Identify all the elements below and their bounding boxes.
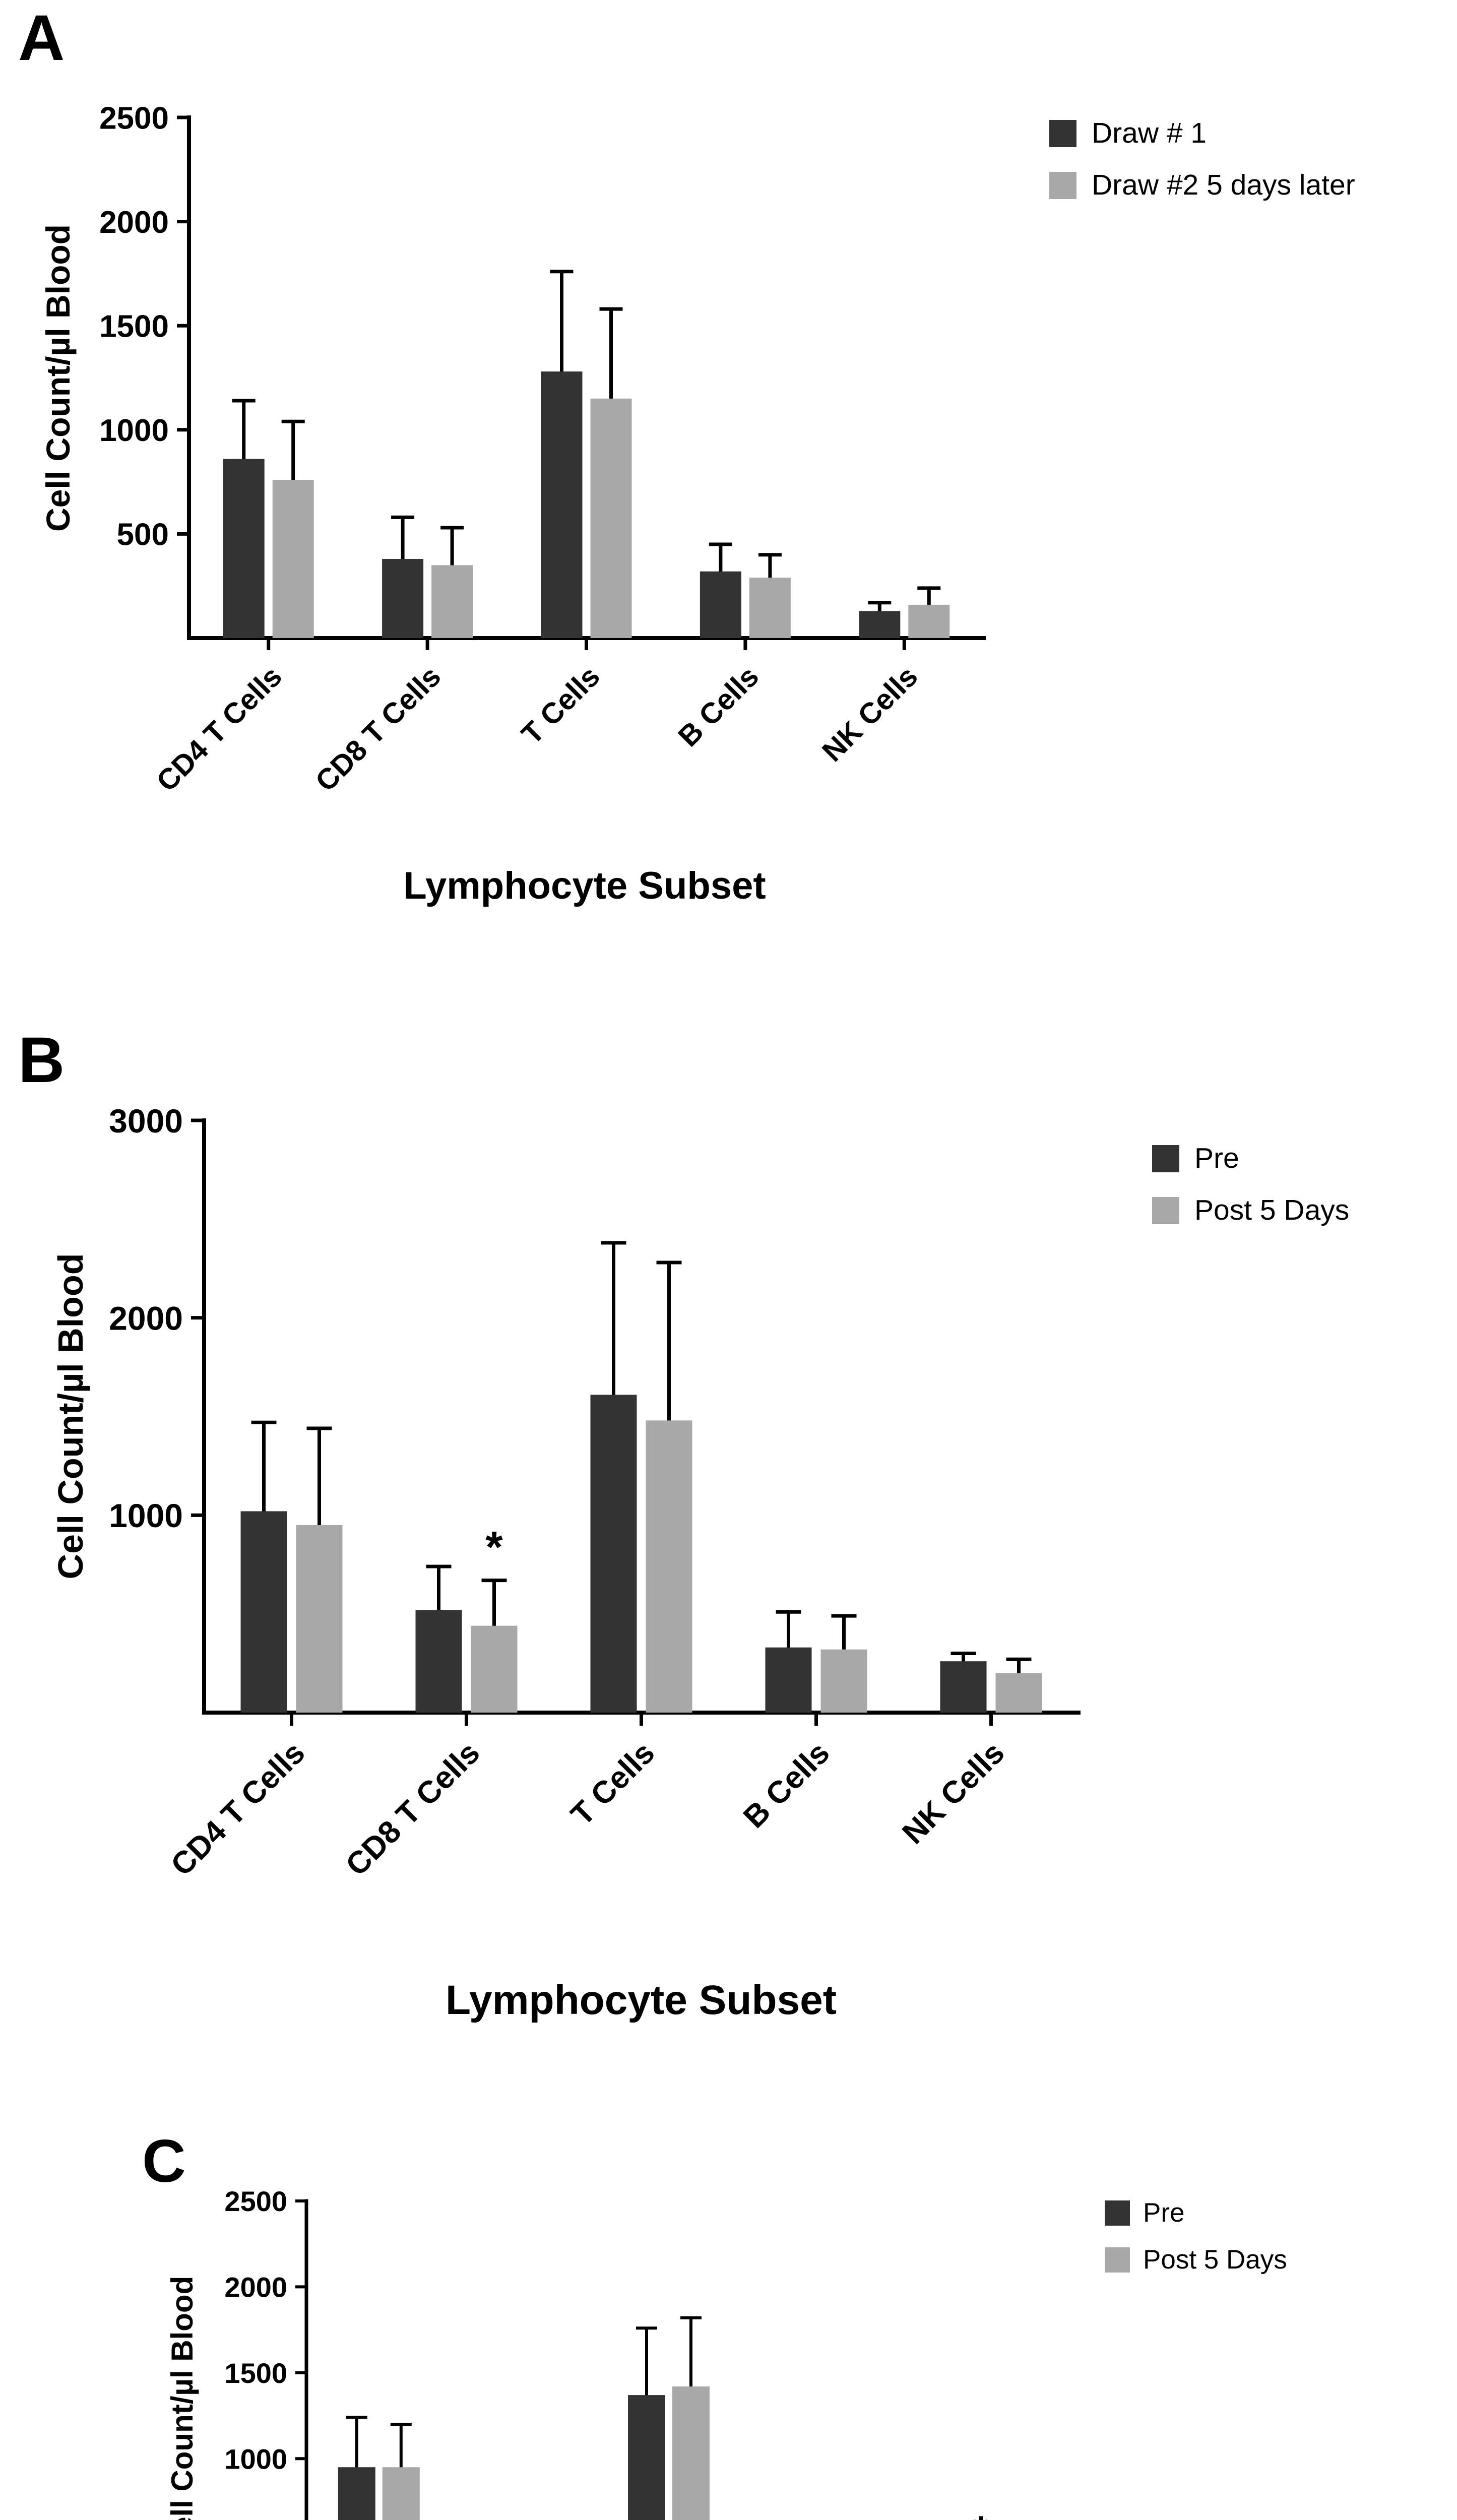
significance-asterisk: * [973, 2507, 989, 2520]
panel-b-y-axis-title: Cell Count/µl Blood [51, 1253, 90, 1580]
y-tick-label: 1500 [99, 309, 169, 344]
bar [765, 1647, 812, 1713]
panel-b-x-axis-title: Lymphocyte Subset [445, 1977, 837, 2023]
panel-c-label: C [142, 2127, 186, 2195]
panel-b-label: B [18, 1024, 65, 1096]
bar [700, 571, 741, 638]
legend-item: Post 5 Days [1105, 2246, 1287, 2273]
bar [471, 1625, 518, 1713]
panel-a-plot: 500 1000 1500 2000 2500 CD4 T Cells CD8 T Cell… [99, 101, 986, 798]
y-tick-label: 2500 [224, 2185, 287, 2217]
y-tick-label: 1000 [99, 413, 169, 448]
y-tick-label: 2000 [109, 1299, 183, 1337]
significance-asterisk: * [485, 1522, 503, 1572]
x-category-label: B Cells [737, 1735, 836, 1835]
legend-label: Draw # 1 [1092, 117, 1207, 149]
x-category-label: CD4 T Cells [164, 1735, 311, 1882]
y-tick-label: 2000 [99, 205, 169, 240]
panel-a-label: A [18, 2, 65, 74]
legend-label: Pre [1143, 2198, 1185, 2228]
legend-swatch-post [1105, 2247, 1130, 2273]
bar [541, 371, 583, 638]
y-tick-label: 2000 [224, 2272, 287, 2303]
x-category-label: T Cells [564, 1735, 662, 1833]
legend-item: Draw # 1 [1049, 119, 1355, 148]
legend-label: Pre [1194, 1142, 1239, 1174]
bar [415, 1610, 462, 1713]
bar [940, 1661, 987, 1713]
bar [672, 2386, 710, 2520]
legend-item: Post 5 Days [1152, 1196, 1349, 1225]
bar [296, 1525, 343, 1713]
x-category-label: NK Cells [896, 1735, 1011, 1851]
x-category-label: CD8 T Cells [339, 1735, 486, 1882]
bar [431, 565, 473, 638]
legend-label: Draw #2 5 days later [1092, 169, 1355, 201]
legend-item: Draw #2 5 days later [1049, 171, 1355, 200]
bar [646, 1420, 692, 1713]
bar [908, 604, 950, 638]
legend-item: Pre [1152, 1144, 1349, 1173]
legend-swatch-pre [1105, 2200, 1130, 2226]
bar [590, 1395, 637, 1713]
y-tick-label: 500 [117, 518, 169, 552]
bar [382, 2467, 420, 2520]
panel-b-plot: 1000 2000 3000 CD4 T Cells CD8 T Cells T Cell… [109, 1102, 1081, 1883]
bar [382, 558, 424, 638]
bar [223, 459, 265, 638]
panel-b-legend: Pre Post 5 Days [1152, 1144, 1349, 1225]
x-category-label: NK Cells [816, 660, 924, 768]
bar [628, 2395, 665, 2520]
legend-label: Post 5 Days [1143, 2245, 1287, 2275]
legend-swatch-draw2 [1049, 171, 1076, 199]
bar [995, 1673, 1042, 1713]
panel-a-legend: Draw # 1 Draw #2 5 days later [1049, 119, 1355, 200]
x-category-label: T Cells [515, 660, 606, 750]
legend-label: Post 5 Days [1194, 1194, 1350, 1226]
x-category-label: B Cells [672, 660, 765, 753]
bar [272, 479, 314, 638]
bar [859, 611, 901, 638]
y-tick-label: 1000 [109, 1497, 183, 1534]
panel-c-y-axis-title: Cell Count/µl Blood [165, 2276, 199, 2520]
bar [820, 1649, 867, 1713]
legend-swatch-pre [1152, 1145, 1179, 1172]
panel-c-legend: Pre Post 5 Days [1105, 2199, 1287, 2273]
bar [590, 398, 632, 638]
y-tick-label: 2500 [99, 101, 169, 136]
x-category-label: CD8 T Cells [309, 660, 447, 798]
bar [749, 578, 791, 638]
legend-swatch-post [1152, 1196, 1179, 1224]
y-tick-label: 3000 [109, 1102, 183, 1140]
bar [338, 2467, 375, 2520]
x-category-label: CD4 T Cells [150, 660, 288, 798]
panel-a-y-axis-title: Cell Count/µl Blood [39, 224, 77, 532]
y-tick-label: 1500 [224, 2357, 287, 2389]
y-tick-label: 1000 [224, 2443, 287, 2475]
legend-swatch-draw1 [1049, 119, 1076, 147]
legend-item: Pre [1105, 2199, 1287, 2226]
bar [240, 1511, 287, 1713]
panel-a-x-axis-title: Lymphocyte Subset [403, 864, 766, 907]
